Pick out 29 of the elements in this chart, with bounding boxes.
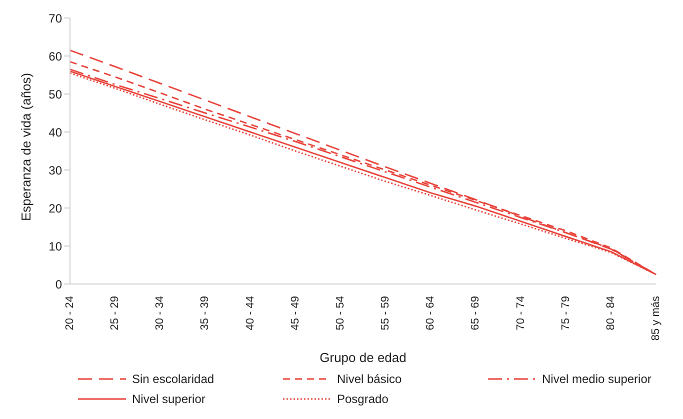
x-tick-label: 30 - 34 (154, 296, 166, 330)
y-tick-label: 60 (48, 49, 62, 64)
x-tick-label: 60 - 64 (424, 296, 437, 330)
y-tick-label: 50 (48, 87, 62, 102)
x-tick-label: 45 - 49 (289, 296, 302, 330)
y-tick-label: 0 (55, 277, 62, 292)
legend-label: Nivel superior (132, 392, 206, 406)
x-tick-label: 80 - 84 (604, 296, 617, 330)
x-tick-label: 25 - 29 (109, 296, 122, 330)
x-tick-label: 35 - 39 (199, 296, 212, 330)
x-tick-label: 70 - 74 (514, 296, 527, 330)
legend-label: Sin escolaridad (132, 372, 214, 386)
x-tick-label: 50 - 54 (334, 296, 346, 330)
legend-label: Nivel medio superior (542, 372, 652, 386)
x-tick-label: 20 - 24 (64, 296, 76, 330)
y-tick-label: 40 (48, 125, 62, 140)
legend-label: Posgrado (337, 392, 388, 406)
x-tick-label: 65 - 69 (470, 296, 482, 330)
legend-label: Nivel básico (337, 372, 402, 386)
y-tick-label: 10 (48, 239, 62, 254)
x-axis-title: Grupo de edad (320, 350, 406, 365)
x-tick-label: 40 - 44 (244, 296, 256, 330)
y-axis-title: Esperanza de vida (años) (18, 72, 34, 221)
y-tick-label: 70 (48, 11, 62, 26)
y-tick-label: 20 (48, 201, 62, 216)
x-tick-label: 75 - 79 (560, 296, 572, 330)
x-tick-label: 55 - 59 (380, 296, 392, 330)
x-tick-label: 85 y más (650, 296, 662, 341)
y-tick-label: 30 (48, 163, 62, 178)
